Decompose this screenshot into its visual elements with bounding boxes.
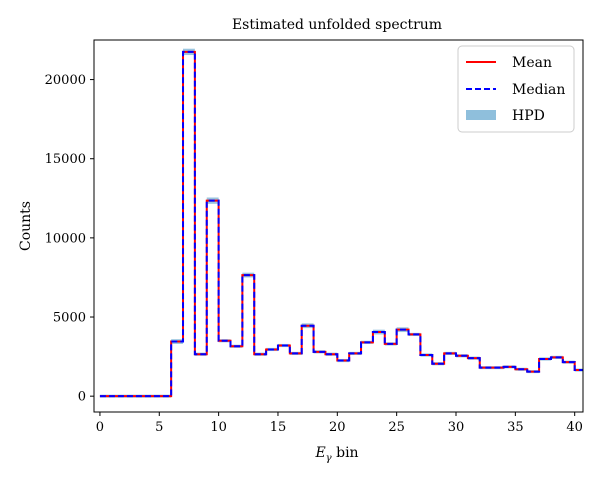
y-axis-title: Counts bbox=[18, 201, 34, 251]
axis-ticks: 0 5 10 15 20 25 30 35 40 0 5000 10000 15000 20000 bbox=[45, 73, 583, 435]
x-axis-title-main: E bbox=[314, 445, 325, 461]
y-tick-label: 0 bbox=[78, 390, 86, 405]
x-tick-label: 15 bbox=[270, 420, 287, 435]
x-tick-label: 20 bbox=[329, 420, 346, 435]
x-axis-title-subscript: γ bbox=[326, 453, 332, 464]
y-tick-label: 15000 bbox=[45, 152, 86, 167]
y-tick-label: 5000 bbox=[53, 311, 86, 326]
x-tick-label: 35 bbox=[507, 420, 524, 435]
x-tick-label: 5 bbox=[155, 420, 163, 435]
legend-label-mean: Mean bbox=[512, 55, 552, 71]
x-axis-title: Eγ bin bbox=[314, 445, 358, 464]
chart-title: Estimated unfolded spectrum bbox=[232, 17, 442, 33]
x-axis-title-tail: bin bbox=[332, 445, 359, 461]
x-tick-label: 0 bbox=[96, 420, 104, 435]
legend-swatch-hpd bbox=[466, 110, 496, 120]
legend: Mean Median HPD bbox=[457, 45, 575, 133]
plot-frame bbox=[93, 39, 584, 413]
plot-area bbox=[99, 48, 583, 398]
legend-label-median: Median bbox=[512, 82, 565, 98]
legend-label-hpd: HPD bbox=[512, 108, 545, 124]
x-tick-label: 25 bbox=[388, 420, 405, 435]
y-tick-label: 10000 bbox=[45, 231, 86, 246]
x-tick-label: 10 bbox=[210, 420, 227, 435]
x-tick-label: 30 bbox=[448, 420, 465, 435]
series-line-median bbox=[99, 50, 583, 398]
x-tick-label: 40 bbox=[566, 420, 583, 435]
y-tick-label: 20000 bbox=[45, 73, 86, 88]
